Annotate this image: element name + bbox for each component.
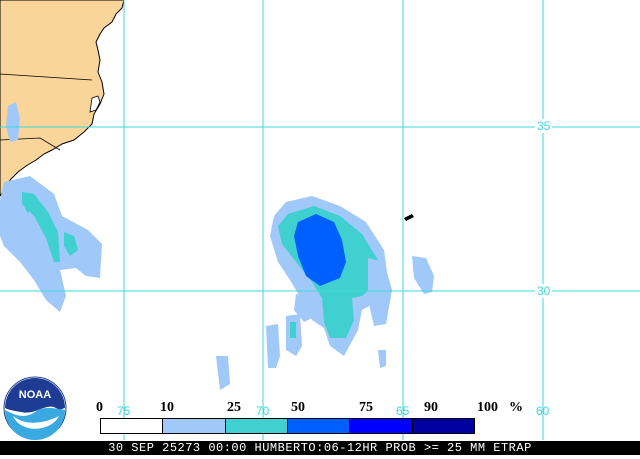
legend-color-bar bbox=[100, 418, 475, 434]
lon-label-70: 70 bbox=[256, 404, 270, 418]
map-caption: 30 SEP 25273 00:00 HUMBERTO:06-12HR PROB… bbox=[0, 441, 640, 455]
legend-swatch-90-100 bbox=[412, 419, 474, 433]
lat-label-35: 35 bbox=[535, 119, 553, 133]
legend-value-0: 0 bbox=[96, 400, 103, 415]
lon-label-60: 60 bbox=[536, 404, 550, 418]
legend-swatch-0-10 bbox=[101, 419, 164, 433]
legend-unit: % bbox=[509, 400, 523, 415]
legend-value-100: 100 bbox=[477, 400, 498, 415]
legend-swatch-10-25 bbox=[163, 419, 226, 433]
noaa-logo-text: NOAA bbox=[19, 389, 51, 401]
legend-swatch-50-75 bbox=[287, 419, 351, 433]
legend-value-90: 90 bbox=[424, 400, 438, 415]
sound-inlet bbox=[89, 95, 101, 113]
legend-value-25: 25 bbox=[227, 400, 241, 415]
us-east-coast-land bbox=[0, 0, 125, 197]
legend-swatch-75-90 bbox=[350, 419, 413, 433]
legend-value-50: 50 bbox=[291, 400, 305, 415]
bermuda-island bbox=[404, 214, 414, 221]
legend-value-75: 75 bbox=[359, 400, 373, 415]
lon-label-65: 65 bbox=[396, 404, 410, 418]
noaa-logo-icon: NOAA bbox=[3, 376, 67, 440]
legend-value-10: 10 bbox=[160, 400, 174, 415]
probability-area-humberto bbox=[216, 196, 434, 390]
probability-area-west bbox=[0, 102, 102, 312]
graticule bbox=[0, 0, 640, 440]
lon-label-75: 75 bbox=[117, 404, 131, 418]
lat-label-30: 30 bbox=[535, 284, 553, 298]
legend-swatch-25-50 bbox=[225, 419, 288, 433]
